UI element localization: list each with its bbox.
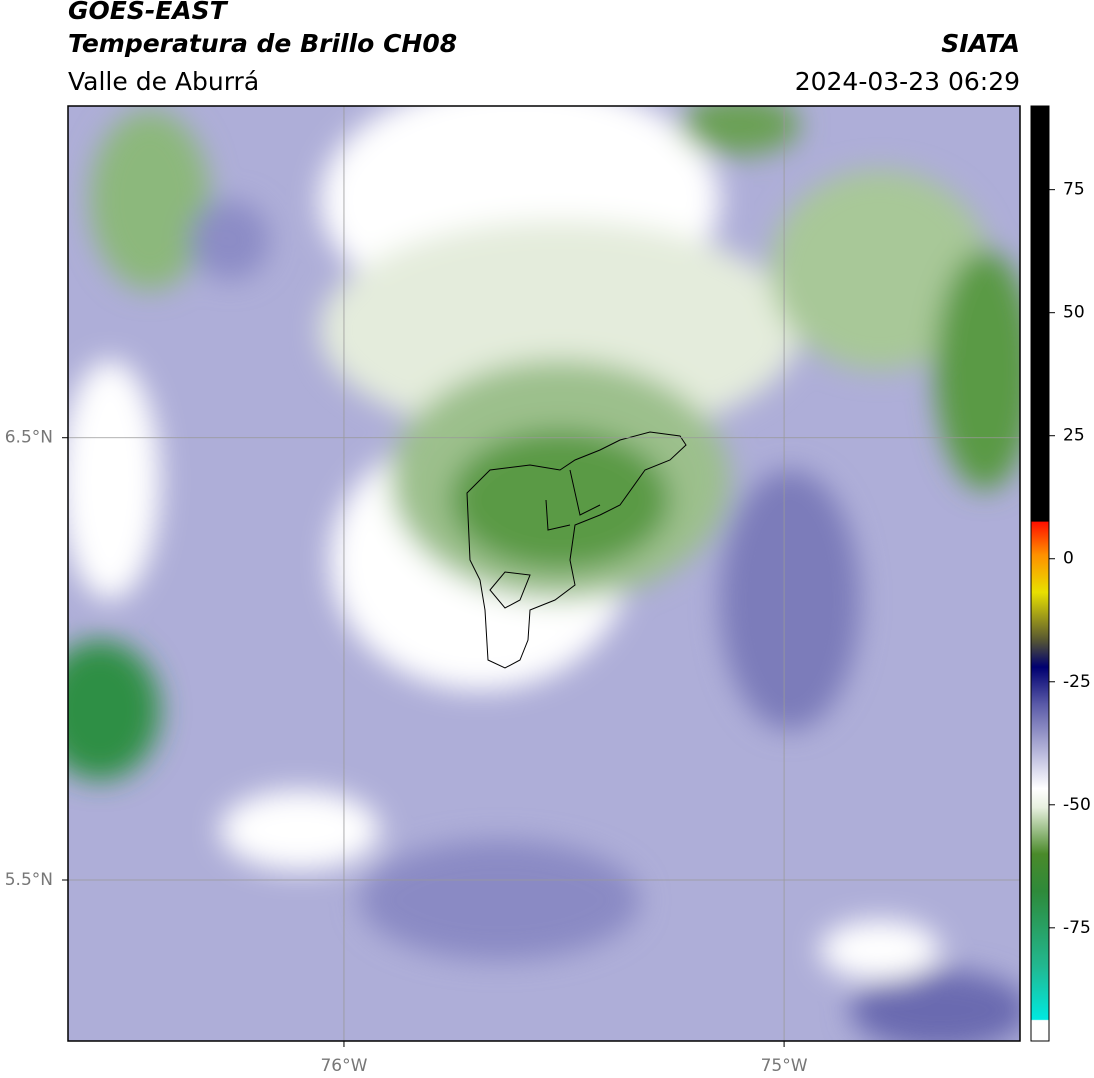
colorbar-tick-label: -25 — [1063, 672, 1091, 692]
datetime: 2024-03-23 06:29 — [795, 67, 1020, 96]
region: Valle de Aburrá — [68, 67, 259, 96]
y-tick-label: 6.5°N — [5, 428, 53, 448]
valley-boundary — [466, 431, 687, 669]
source: SIATA — [941, 29, 1020, 58]
colorbar-tick-label: 50 — [1063, 303, 1085, 323]
colorbar-tick-label: -50 — [1063, 795, 1091, 815]
subtitle: Temperatura de Brillo CH08 — [68, 29, 457, 58]
map-frame — [67, 105, 1021, 1042]
colorbar-tick-label: 0 — [1063, 549, 1074, 569]
title: GOES-EAST — [68, 0, 229, 25]
brightness-field — [68, 106, 1020, 1041]
x-tick-label: 75°W — [761, 1056, 808, 1076]
graticule — [68, 106, 1020, 1041]
y-tick-label: 5.5°N — [5, 870, 53, 890]
colorbar-tick-label: 25 — [1063, 426, 1085, 446]
x-tick-label: 76°W — [320, 1056, 367, 1076]
colorbar-tick-label: -75 — [1063, 918, 1091, 938]
colorbar-tick-label: 75 — [1063, 180, 1085, 200]
colorbar — [1030, 105, 1050, 1042]
